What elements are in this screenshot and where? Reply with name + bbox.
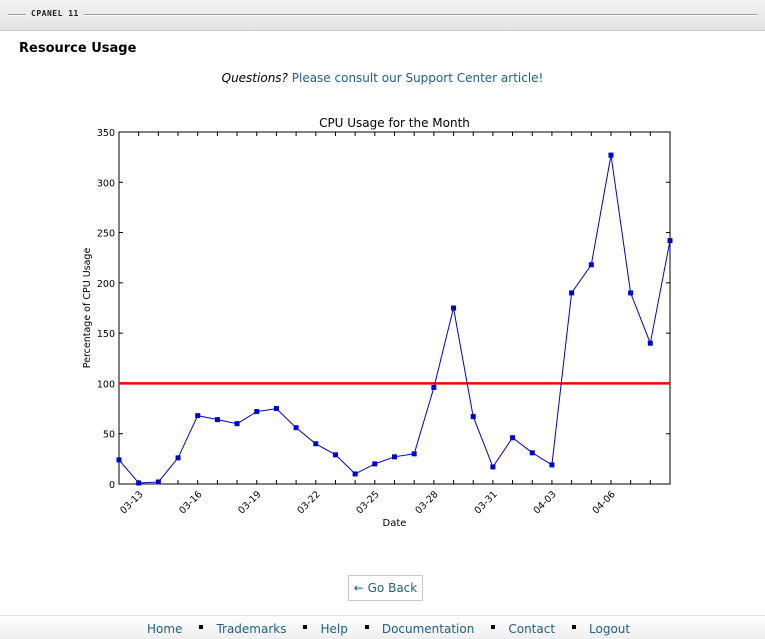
data-point [352, 471, 358, 477]
questions-label: Questions? [221, 71, 288, 85]
data-point [136, 480, 142, 486]
x-tick-label: 03-19 [236, 489, 263, 516]
y-tick-label: 350 [97, 128, 115, 139]
cpanel-logo: CPANEL 11 [26, 9, 84, 18]
data-point [549, 462, 555, 468]
data-point [608, 152, 614, 158]
x-tick-label: 03-13 [118, 489, 145, 516]
data-point [254, 409, 260, 415]
data-point [155, 479, 161, 485]
data-point [588, 262, 594, 268]
x-tick-label: 03-28 [413, 489, 440, 516]
data-point [628, 290, 634, 296]
data-point [529, 450, 535, 456]
plot-frame [118, 131, 671, 485]
footer-separator [364, 625, 369, 629]
data-point [116, 457, 122, 463]
y-tick-label: 300 [97, 178, 115, 189]
data-point [214, 417, 220, 423]
footer-separator [491, 625, 496, 629]
data-point [470, 414, 476, 420]
data-point [273, 406, 279, 412]
footer-link-contact[interactable]: Contact [508, 622, 556, 636]
data-point [451, 305, 457, 311]
data-point [569, 290, 575, 296]
page-title: Resource Usage [19, 41, 137, 56]
x-tick-label: 03-31 [472, 489, 499, 516]
data-point [195, 413, 201, 419]
data-point [431, 384, 437, 390]
chart-svg: CPU Usage for the Month 0 50 100 150 200 250 30… [82, 116, 673, 529]
data-point [372, 461, 378, 467]
y-tick-label: 200 [97, 279, 115, 290]
x-tick-label: 03-25 [354, 489, 381, 516]
footer-separator [303, 625, 308, 629]
footer-bar: Home Trademarks Help Documentation Contact Lo… [0, 615, 765, 639]
go-back-button[interactable]: ← Go Back [348, 575, 423, 601]
footer-link-home[interactable]: Home [147, 622, 183, 636]
data-point [234, 421, 240, 427]
footer-separator [199, 625, 204, 629]
footer-links: Home Trademarks Help Documentation Contact Lo… [147, 622, 630, 636]
questions-line: Questions? Please consult our Support Ce… [0, 71, 765, 85]
data-point [667, 238, 673, 244]
data-point [392, 454, 397, 460]
support-center-link[interactable]: Please consult our Support Center articl… [291, 71, 544, 85]
data-point [332, 452, 338, 458]
data-point [647, 340, 653, 346]
y-tick-label: 150 [97, 329, 115, 340]
x-tick-label: 03-16 [177, 489, 204, 516]
x-tick-label: 04-03 [531, 489, 558, 516]
x-tick-label: 03-22 [295, 489, 322, 516]
data-point [293, 425, 299, 431]
data-point [411, 451, 417, 457]
x-tick-label: 04-06 [590, 489, 617, 516]
chart-title: CPU Usage for the Month [319, 116, 470, 130]
footer-link-logout[interactable]: Logout [589, 622, 631, 636]
footer-link-trademarks[interactable]: Trademarks [216, 622, 287, 636]
data-point [510, 435, 516, 441]
header-divider [8, 14, 757, 16]
footer-link-help[interactable]: Help [320, 622, 348, 636]
data-point [490, 464, 496, 470]
data-point [175, 455, 181, 461]
x-axis-label: Date [383, 518, 407, 529]
data-point [313, 441, 319, 447]
cpu-usage-chart: CPU Usage for the Month 0 50 100 150 200 250 30… [75, 110, 685, 530]
y-tick-label: 0 [109, 480, 115, 491]
y-axis-label: Percentage of CPU Usage [82, 248, 93, 369]
footer-link-documentation[interactable]: Documentation [381, 622, 475, 636]
y-tick-label: 100 [97, 379, 115, 390]
y-tick-label: 50 [103, 430, 115, 441]
top-header-bar: CPANEL 11 [0, 0, 765, 31]
y-tick-label: 250 [97, 229, 115, 240]
footer-separator [572, 625, 577, 629]
